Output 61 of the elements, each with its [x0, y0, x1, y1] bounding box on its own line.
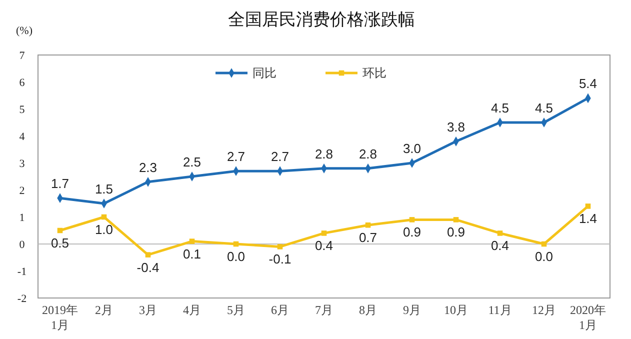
x-tick-label: 3月 [139, 303, 157, 317]
point [497, 230, 503, 236]
data-label: 0.1 [182, 246, 202, 262]
data-label: 0.0 [534, 249, 554, 264]
y-tick-label: 3 [19, 158, 26, 170]
data-label: 0.9 [446, 224, 466, 240]
data-label: 0.5 [50, 236, 70, 250]
data-label: 5.4 [578, 76, 598, 92]
x-tick-label: 2020年 1月 [570, 303, 606, 332]
data-label: -0.4 [136, 260, 160, 275]
data-label: 2.3 [138, 160, 158, 175]
y-tick-label: 2 [19, 185, 25, 197]
y-tick-label: 0 [19, 239, 26, 251]
legend-label: 同比 [252, 66, 276, 80]
point [145, 252, 151, 258]
x-tick-label: 10月 [444, 303, 468, 317]
x-tick-label: 2月 [95, 303, 113, 317]
data-label: 2.8 [314, 146, 334, 162]
data-label: 0.7 [358, 230, 378, 246]
data-label: 3.8 [446, 119, 466, 134]
y-tick-label: 1 [19, 212, 25, 224]
point [189, 238, 195, 244]
point [277, 244, 283, 250]
point [321, 230, 327, 236]
x-tick-label: 11月 [488, 303, 512, 317]
data-label: 2.5 [182, 154, 202, 170]
data-label: 1.0 [94, 222, 114, 237]
data-label: 4.5 [534, 100, 554, 116]
x-tick-label: 8月 [359, 303, 377, 317]
data-label: 4.5 [490, 100, 510, 116]
data-label: 0.9 [402, 224, 422, 240]
x-tick-label: 6月 [271, 303, 289, 317]
y-tick-label: 4 [19, 131, 26, 143]
chart-title: 全国居民消费价格涨跌幅 [228, 10, 415, 29]
point [409, 217, 415, 222]
point [585, 204, 591, 209]
x-tick-label: 9月 [403, 303, 421, 317]
y-tick-label: 6 [19, 77, 26, 89]
data-label: 2.7 [270, 149, 290, 164]
y-tick-label: -2 [17, 293, 27, 305]
x-tick-label: 7月 [315, 303, 333, 317]
legend-label: 环比 [362, 66, 386, 80]
x-tick-label: 12月 [532, 303, 556, 317]
y-tick-label: -1 [17, 266, 27, 278]
data-label: 1.4 [578, 211, 598, 226]
data-label: 2.8 [358, 146, 378, 162]
data-label: 2.7 [226, 149, 246, 164]
y-axis-title: (%) [16, 25, 33, 37]
data-label: 1.7 [50, 176, 70, 192]
data-label: 0.4 [314, 238, 334, 254]
data-label: -0.1 [268, 252, 292, 267]
x-tick-label: 4月 [183, 303, 201, 317]
x-tick-label: 5月 [227, 303, 245, 317]
y-tick-label: 7 [19, 50, 26, 62]
data-label: 1.5 [94, 182, 114, 196]
y-tick-label: 5 [19, 104, 26, 116]
data-label: 3.0 [402, 141, 422, 156]
data-label: 0.4 [490, 238, 510, 254]
data-label: 0.0 [226, 249, 246, 264]
point [453, 217, 459, 222]
x-tick-label: 2019年 1月 [42, 303, 78, 332]
